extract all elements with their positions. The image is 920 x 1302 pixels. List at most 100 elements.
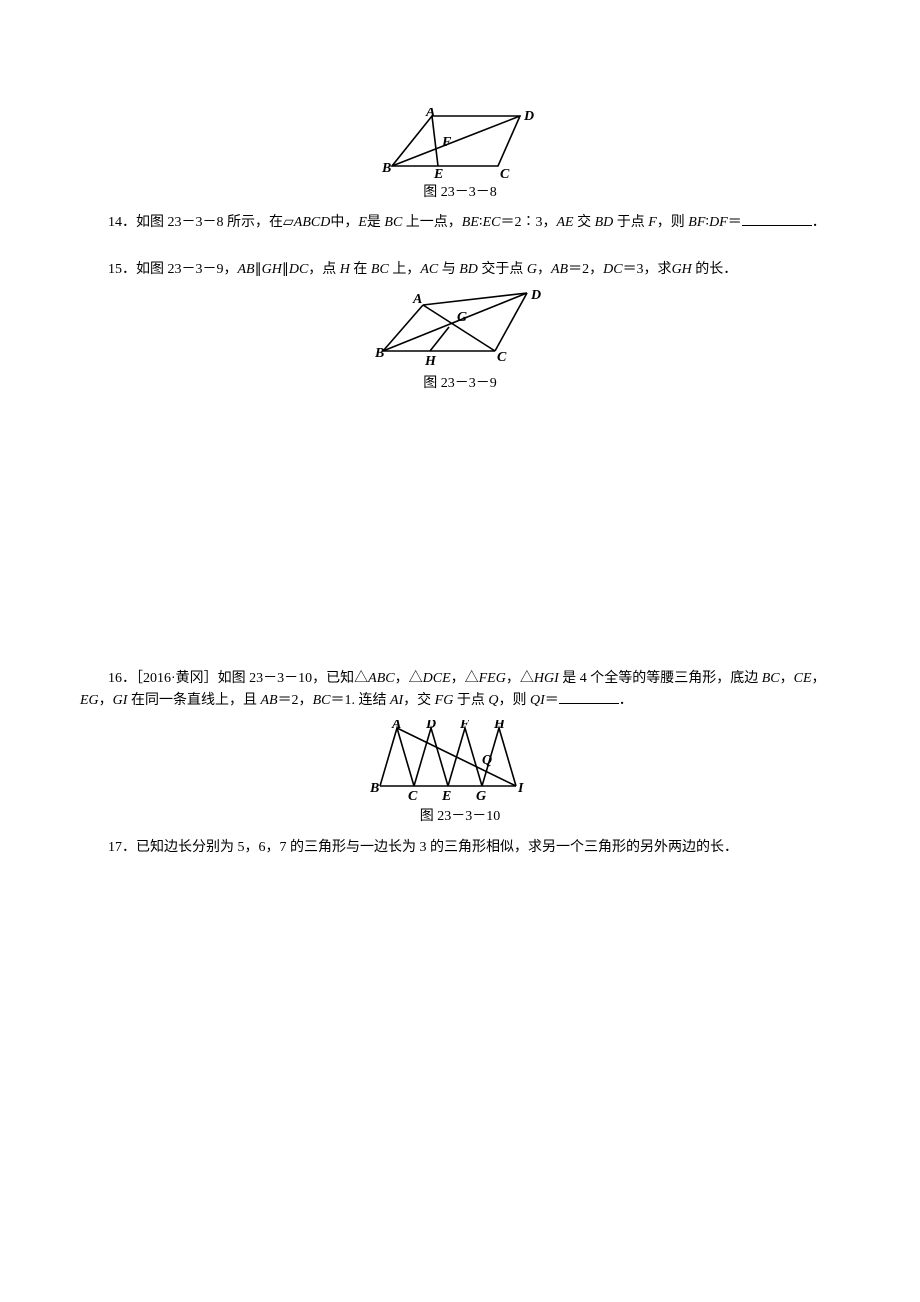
problem-16-fg: FG (435, 693, 454, 708)
svg-text:C: C (500, 167, 510, 180)
problem-15-par2: ∥ (282, 262, 289, 277)
problem-15-dc: DC (289, 262, 308, 277)
problem-14-ae: AE (556, 215, 573, 230)
figure-23-3-10-caption: 图 23－3－10 (80, 806, 840, 828)
problem-14-eq1: ＝2∶3， (500, 215, 556, 230)
svg-text:E: E (433, 167, 443, 180)
problem-16-abc: ABC (368, 671, 394, 686)
problem-16-t8: 于点 (453, 693, 488, 708)
problem-17-t1: 已知边长分别为 5，6，7 的三角形与一边长为 3 的三角形相似，求另一个三角形… (136, 840, 738, 855)
problem-14-t3: 是 (367, 215, 385, 230)
problem-15-t7: ， (537, 262, 551, 277)
problem-15-gh2: GH (672, 262, 692, 277)
problem-15-g: G (527, 262, 537, 277)
svg-text:Q: Q (482, 753, 492, 768)
problem-16-t7: ，交 (403, 693, 435, 708)
problem-14-e: E (358, 215, 367, 230)
problem-16-ai: AI (390, 693, 403, 708)
figure-23-3-9-svg: A D B C H G (375, 289, 545, 371)
problem-16-t6: 在同一条直线上，且 (127, 693, 260, 708)
problem-16-t1: 如图 23－3－10，已知△ (218, 671, 369, 686)
problem-14-bd: BD (595, 215, 614, 230)
svg-text:A: A (391, 720, 401, 732)
problem-16-t4: ，△ (506, 671, 534, 686)
problem-14-eq2: ＝ (728, 215, 742, 230)
problem-16-eq2: ＝1. 连结 (330, 693, 390, 708)
problem-16-t9: ，则 (498, 693, 530, 708)
problem-15-t5: 与 (438, 262, 459, 277)
problem-16: 16．［2016·黄冈］如图 23－3－10，已知△ABC，△DCE，△FEG，… (80, 668, 840, 713)
svg-text:A: A (425, 108, 435, 120)
figure-23-3-8: AD BC EF 图 23－3－8 (80, 108, 840, 204)
problem-15: 15．如图 23－3－9，AB∥GH∥DC，点 H 在 BC 上，AC 与 BD… (80, 259, 840, 281)
problem-14-t5: 交 (574, 215, 595, 230)
svg-text:G: G (476, 789, 486, 804)
problem-16-eq1: ＝2， (278, 693, 313, 708)
svg-text:H: H (493, 720, 506, 732)
figure-23-3-10-svg: BCEGI ADFH Q (370, 720, 550, 804)
problem-15-t2: ，点 (308, 262, 340, 277)
problem-15-eq2: ＝3，求 (623, 262, 672, 277)
figure-23-3-9: A D B C H G 图 23－3－9 (80, 289, 840, 395)
problem-16-t5: 是 4 个全等的等腰三角形，底边 (559, 671, 762, 686)
problem-14-number: 14． (108, 215, 136, 230)
figure-23-3-9-caption: 图 23－3－9 (80, 373, 840, 395)
problem-16-blank (559, 690, 619, 704)
problem-16-feg: FEG (479, 671, 506, 686)
problem-16-gi: GI (113, 693, 128, 708)
problem-14-end: ． (812, 215, 826, 230)
problem-16-ce: CE (794, 671, 812, 686)
svg-text:E: E (441, 789, 451, 804)
problem-16-q: Q (488, 693, 498, 708)
problem-17: 17．已知边长分别为 5，6，7 的三角形与一边长为 3 的三角形相似，求另一个… (80, 837, 840, 859)
svg-text:B: B (375, 346, 384, 361)
svg-text:I: I (517, 781, 524, 796)
problem-14-ec: EC (483, 215, 501, 230)
svg-text:F: F (441, 135, 452, 150)
svg-text:D: D (530, 289, 541, 303)
problem-16-c2: ， (812, 671, 826, 686)
problem-16-bc: BC (762, 671, 780, 686)
problem-16-c1: ， (780, 671, 794, 686)
svg-text:H: H (424, 354, 437, 369)
problem-14-bf: BF (688, 215, 705, 230)
problem-14-t4: 上一点， (402, 215, 462, 230)
problem-15-ab: AB (238, 262, 255, 277)
figure-23-3-8-caption: 图 23－3－8 (80, 182, 840, 204)
problem-14-abcd: ABCD (294, 215, 331, 230)
problem-16-src: ［2016·黄冈］ (136, 671, 218, 686)
problem-15-ab2: AB (551, 262, 568, 277)
problem-16-qi: QI (530, 693, 545, 708)
svg-text:A: A (412, 292, 422, 307)
problem-15-ac: AC (420, 262, 438, 277)
svg-text:C: C (408, 789, 418, 804)
problem-15-t3: 在 (350, 262, 371, 277)
problem-14-df: DF (709, 215, 728, 230)
svg-text:C: C (497, 350, 507, 365)
svg-text:D: D (425, 720, 436, 732)
problem-15-t1: 如图 23－3－9， (136, 262, 238, 277)
problem-15-t8: 的长． (692, 262, 738, 277)
problem-16-t2: ，△ (395, 671, 423, 686)
problem-14-be: BE (462, 215, 479, 230)
problem-14-fpt: F (648, 215, 657, 230)
svg-text:D: D (523, 109, 534, 124)
svg-text:G: G (457, 310, 467, 325)
problem-15-t4: 上， (389, 262, 421, 277)
problem-16-hgi: HGI (534, 671, 559, 686)
parallelogram-symbol: ▱ (283, 215, 294, 230)
problem-16-bc2: BC (313, 693, 331, 708)
problem-15-bd: BD (459, 262, 478, 277)
problem-15-bc: BC (371, 262, 389, 277)
svg-text:F: F (459, 720, 470, 732)
problem-15-number: 15． (108, 262, 136, 277)
problem-14-bc: BC (384, 215, 402, 230)
problem-14: 14．如图 23－3－8 所示，在▱ABCD中，E是 BC 上一点，BE∶EC＝… (80, 212, 840, 234)
problem-15-eq1: ＝2， (568, 262, 603, 277)
problem-16-t3: ，△ (451, 671, 479, 686)
problem-16-number: 16． (108, 671, 136, 686)
problem-16-end: ． (619, 693, 633, 708)
problem-14-t7: ，则 (657, 215, 689, 230)
problem-16-eq3: ＝ (545, 693, 559, 708)
problem-15-par1: ∥ (255, 262, 262, 277)
